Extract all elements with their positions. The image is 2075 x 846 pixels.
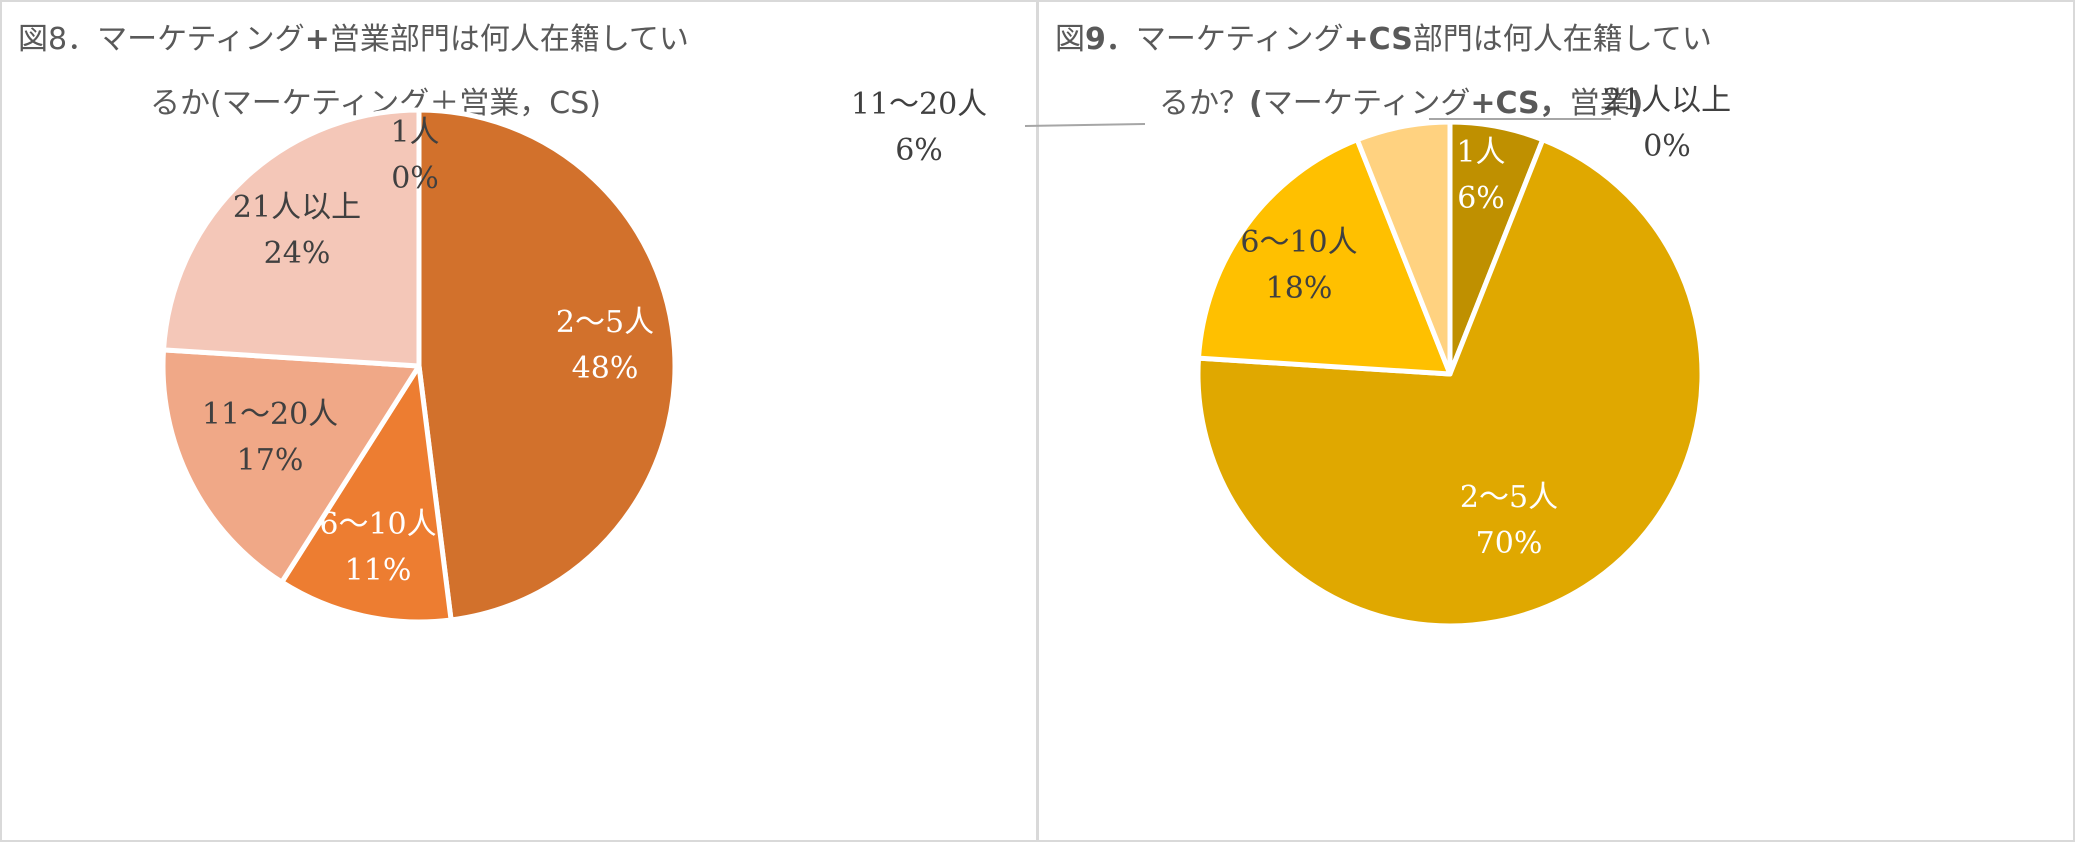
slice-category-label: 1人 <box>1456 135 1505 170</box>
slice-category-label: 2〜5人 <box>556 305 654 340</box>
pie-slice-11-to-20 <box>160 347 422 585</box>
chart-title-line1: 図9．マーケティング+CS部門は何人在籍してい <box>1055 22 1712 57</box>
data-label-6-to-10: 6〜10人 11% <box>319 507 436 588</box>
pie-slice-6-to-10 <box>279 363 454 625</box>
slice-percent-label: 6% <box>1457 181 1505 216</box>
data-label-6-to-10: 6〜10人 18% <box>1240 225 1357 306</box>
slice-percent-label: 11% <box>345 553 412 588</box>
slice-category-label: 21人以上 <box>1603 83 1731 118</box>
slice-category-label: 1人 <box>390 115 439 150</box>
slice-category-label: 21人以上 <box>233 190 361 225</box>
slice-percent-label: 70% <box>1476 526 1543 561</box>
chart-title-line2: るか？(マーケティング+CS，営業) <box>1159 86 1644 121</box>
slice-category-label: 11〜20人 <box>202 397 338 432</box>
pie-slices <box>1195 119 1705 629</box>
slice-percent-label: 24% <box>264 236 331 271</box>
data-label-2-to-5: 2〜5人 48% <box>556 305 654 386</box>
pie-slice-2-to-5 <box>1195 137 1705 629</box>
data-label-21plus: 21人以上 24% <box>233 190 361 271</box>
slice-category-label: 11〜20人 <box>851 87 987 122</box>
pie-slice-11-to-20 <box>1354 119 1453 377</box>
chart-panel-fig8: 図8．マーケティング+営業部門は何人在籍してい るか(マーケティング＋営業，CS… <box>0 0 1038 842</box>
slice-percent-label: 0% <box>391 161 439 196</box>
leader-line <box>1024 123 1146 127</box>
pie-slice-21plus <box>161 107 422 369</box>
pie-slice-6-to-10 <box>1195 137 1453 377</box>
data-label-1: 1人6% <box>1456 135 1505 216</box>
slice-percent-label: 17% <box>237 443 304 478</box>
data-label-21plus: 21人以上 0% <box>1603 83 1731 164</box>
slice-category-label: 2〜5人 <box>1460 480 1558 515</box>
slice-percent-label: 0% <box>1643 129 1691 164</box>
pie-slices <box>160 107 678 625</box>
slice-category-label: 6〜10人 <box>319 507 436 542</box>
pie-slice-2-to-5 <box>416 107 678 623</box>
slice-category-label: 6〜10人 <box>1240 225 1357 260</box>
slice-percent-label: 48% <box>572 351 639 386</box>
data-label-1: 1人0% <box>390 115 439 196</box>
data-label-2-to-5: 2〜5人 70% <box>1460 480 1558 561</box>
slice-percent-label: 6% <box>895 133 943 168</box>
data-label-11-to-20: 11〜20人 17% <box>202 397 338 478</box>
chart-title-line1: 図8．マーケティング+営業部門は何人在籍してい <box>18 22 689 57</box>
chart-panel-fig9: 図9．マーケティング+CS部門は何人在籍してい るか？(マーケティング+CS，営… <box>851 0 2075 842</box>
slice-percent-label: 18% <box>1266 271 1333 306</box>
data-label-11-to-20: 11〜20人 6% <box>851 87 987 168</box>
